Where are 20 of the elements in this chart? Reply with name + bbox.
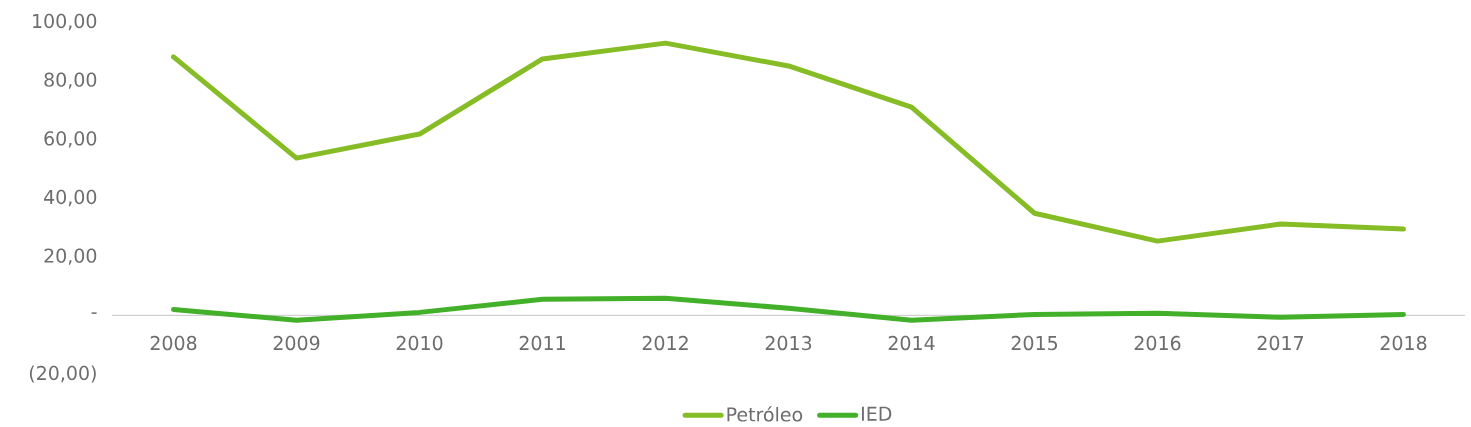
x-tick-label: 2011	[519, 335, 565, 351]
y-tick-label: 60,00	[44, 131, 97, 148]
y-tick-label: (20,00)	[29, 365, 96, 383]
x-tick-label: 2018	[1380, 335, 1427, 351]
x-tick-label: 2009	[273, 335, 320, 351]
x-tick-label: 2010	[396, 335, 443, 351]
x-tick-label: 2013	[765, 335, 812, 351]
legend-label: Petróleo	[727, 406, 803, 422]
y-tick-label: 40,00	[44, 189, 97, 207]
y-tick-label: 100,00	[33, 13, 97, 31]
legend-label: IED	[862, 406, 892, 421]
y-tick-label: -	[91, 312, 97, 314]
x-tick-label: 2017	[1257, 335, 1304, 351]
x-tick-label: 2016	[1134, 335, 1181, 351]
x-tick-label: 2008	[150, 335, 197, 351]
x-tick-label: 2014	[888, 335, 935, 351]
y-tick-label: 20,00	[44, 248, 97, 265]
y-tick-label: 80,00	[44, 72, 97, 89]
x-tick-label: 2015	[1011, 335, 1058, 351]
x-tick-label: 2012	[642, 335, 688, 351]
